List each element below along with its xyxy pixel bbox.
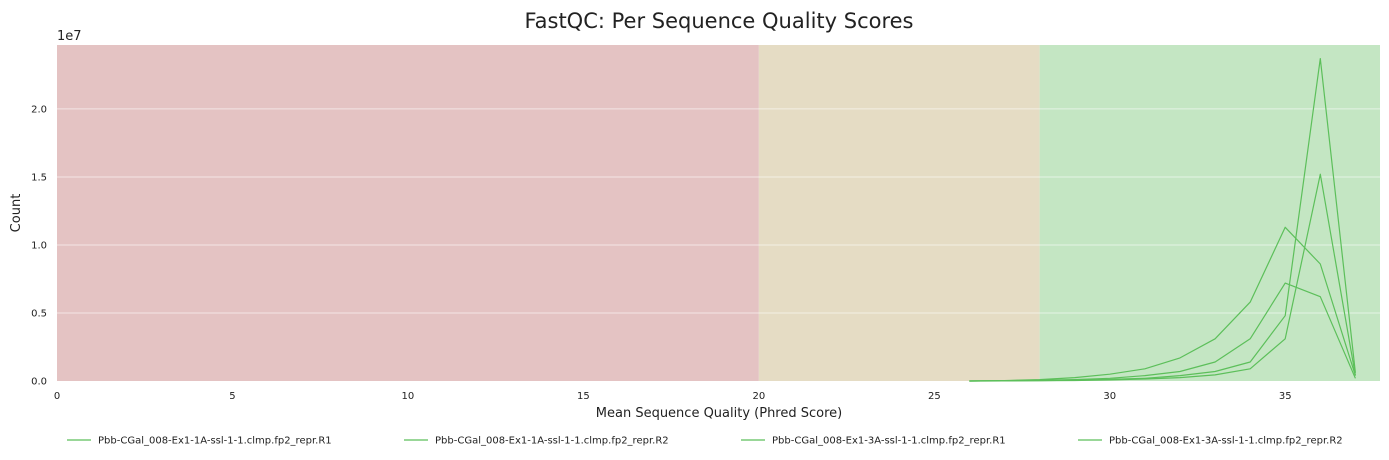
x-tick-label: 35 (1279, 391, 1292, 402)
x-axis-label: Mean Sequence Quality (Phred Score) (596, 406, 842, 421)
y-tick-label: 2.0 (31, 104, 47, 115)
x-tick-label: 25 (928, 391, 941, 402)
x-tick-label: 0 (54, 391, 60, 402)
x-tick-label: 20 (752, 391, 765, 402)
plot-area: 0.0 0.5 1.0 1.5 2.0 0 5 10 15 20 25 30 35 (31, 45, 1380, 402)
legend-label: Pbb-CGal_008-Ex1-3A-ssl-1-1.clmp.fp2_rep… (772, 436, 1006, 447)
x-tick-label: 30 (1103, 391, 1116, 402)
legend-label: Pbb-CGal_008-Ex1-3A-ssl-1-1.clmp.fp2_rep… (1109, 436, 1343, 447)
quality-band-2 (1039, 45, 1380, 381)
x-tick-label: 5 (229, 391, 235, 402)
y-tick-label: 1.0 (31, 240, 47, 251)
y-axis-offset-label: 1e7 (57, 29, 82, 44)
series-line-4 (969, 173, 1356, 382)
y-tick-label: 1.5 (31, 172, 47, 183)
y-tick-label: 0.0 (31, 377, 47, 388)
y-tick-label: 0.5 (31, 308, 47, 319)
y-axis-label: Count (9, 194, 24, 233)
legend-label: Pbb-CGal_008-Ex1-1A-ssl-1-1.clmp.fp2_rep… (98, 436, 332, 447)
legend-label: Pbb-CGal_008-Ex1-1A-ssl-1-1.clmp.fp2_rep… (435, 436, 669, 447)
quality-band-1 (758, 45, 1040, 381)
x-tick-label: 10 (402, 391, 415, 402)
chart-title: FastQC: Per Sequence Quality Scores (524, 9, 913, 33)
x-tick-label: 15 (577, 391, 590, 402)
quality-band-0 (57, 45, 759, 381)
legend: Pbb-CGal_008-Ex1-1A-ssl-1-1.clmp.fp2_rep… (67, 436, 1343, 447)
